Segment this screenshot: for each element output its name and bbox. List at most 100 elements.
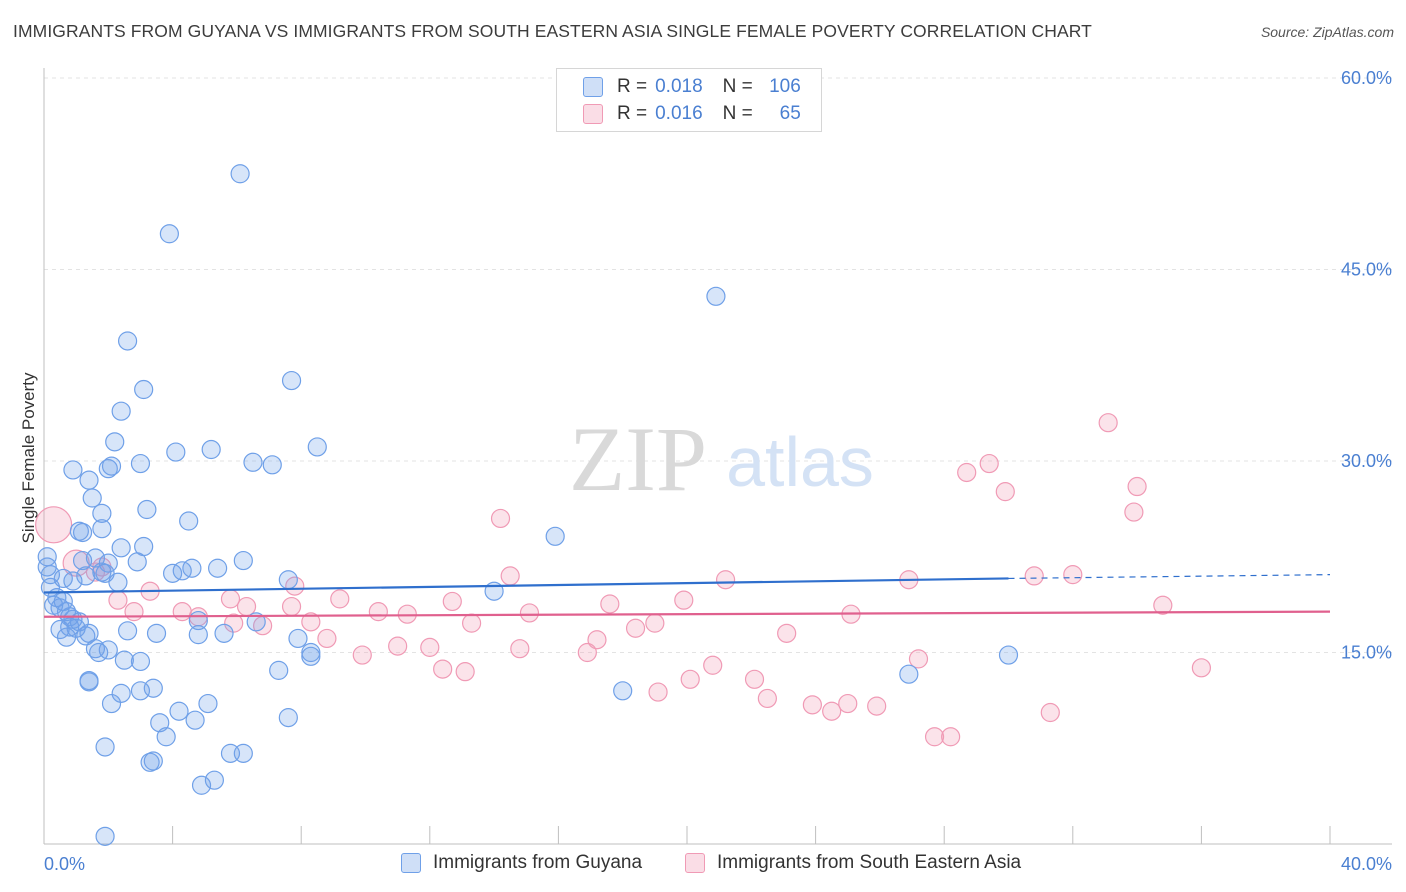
legend-n-label: N = [722,76,753,97]
data-point-guyana [50,619,70,640]
data-point-south-eastern-asia [645,613,665,633]
trend-line-guyana [43,577,1009,594]
series-legend: Immigrants from Guyana Immigrants from S… [0,852,1406,878]
data-point-guyana [233,743,253,763]
data-point-south-eastern-asia [1098,413,1118,433]
data-point-south-eastern-asia [680,669,700,689]
data-point-guyana [98,459,118,479]
data-point-guyana [156,727,176,747]
data-point-south-eastern-asia [1040,702,1060,723]
data-point-guyana [130,651,151,672]
data-point-south-eastern-asia [224,613,244,633]
legend-row-guyana: R = 0.018 N = 106 [557,74,801,100]
data-point-guyana [146,623,167,643]
data-point-south-eastern-asia [744,669,765,689]
watermark-atlas: atlas [726,423,874,501]
data-point-guyana [613,681,633,701]
data-point-guyana [63,571,83,591]
legend-item-south-eastern-asia[interactable]: Immigrants from South Eastern Asia [685,852,1021,874]
data-point-guyana [545,526,565,546]
data-point-south-eastern-asia [388,636,408,656]
data-point-guyana [95,737,115,757]
data-point-guyana [198,693,218,714]
data-point-guyana [307,437,327,457]
data-point-guyana [208,558,228,578]
data-point-south-eastern-asia [420,637,440,657]
legend-n-value: 106 [769,76,801,97]
data-point-south-eastern-asia [281,596,302,617]
data-point-guyana [79,670,99,691]
data-point-guyana [101,456,122,476]
data-point-guyana [72,550,93,571]
data-point-guyana [76,626,96,646]
legend-item-guyana[interactable]: Immigrants from Guyana [401,852,642,874]
data-point-guyana [214,623,234,643]
legend-r-value: 0.016 [655,103,703,124]
data-point-south-eastern-asia [368,602,388,622]
data-point-guyana [204,770,224,790]
watermark: ZIP atlas [569,408,874,510]
data-point-guyana [278,708,298,728]
data-point-south-eastern-asia [867,696,887,716]
legend-r-value: 0.018 [655,76,703,97]
data-point-guyana [143,751,163,771]
data-point-guyana [262,455,282,475]
data-point-guyana [101,693,122,714]
data-point-guyana [105,432,125,452]
data-point-south-eastern-asia [802,695,822,715]
y-tick-label: 15.0% [1341,643,1392,663]
data-point-guyana [111,538,131,558]
data-point-guyana [117,331,138,351]
data-point-guyana [98,640,118,660]
data-point-guyana [114,650,134,670]
data-point-guyana [82,488,102,508]
data-point-guyana [281,370,302,391]
data-point-guyana [92,562,112,582]
data-point-guyana [185,710,205,730]
grid-lines [44,77,1392,653]
chart-title: IMMIGRANTS FROM GUYANA VS IMMIGRANTS FRO… [13,21,1092,41]
legend-row-south-eastern-asia: R = 0.016 N = 65 [557,101,801,127]
trend-line-south-eastern-asia [43,610,1331,618]
data-point-guyana [117,621,138,641]
y-tick-label: 30.0% [1341,451,1392,471]
data-point-south-eastern-asia [510,639,530,659]
data-point-south-eastern-asia [995,482,1015,502]
data-point-guyana [111,683,131,703]
data-point-south-eastern-asia [715,570,736,590]
data-point-guyana [998,645,1019,665]
trend-line-guyana-extension [1008,574,1331,580]
data-point-south-eastern-asia [455,662,475,682]
data-point-south-eastern-asia [236,596,257,617]
data-point-south-eastern-asia [500,566,520,586]
x-tick-label: 0.0% [44,854,85,874]
data-point-south-eastern-asia [648,682,668,702]
data-point-south-eastern-asia [908,649,929,669]
data-point-guyana [63,460,83,480]
legend-n-value: 65 [779,103,801,124]
data-point-south-eastern-asia [674,590,694,610]
data-point-guyana [150,713,170,733]
data-point-guyana [288,628,308,649]
legend-label-guyana: Immigrants from Guyana [433,852,643,873]
data-point-guyana [230,164,250,184]
data-point-south-eastern-asia [577,642,597,663]
data-point-guyana [137,499,157,520]
data-point-guyana [130,681,151,701]
data-point-guyana [130,453,151,474]
data-point-south-eastern-asia [490,508,511,529]
data-point-guyana [169,701,189,721]
data-point-south-eastern-asia [979,453,999,474]
data-point-south-eastern-asia [1127,476,1147,497]
data-point-south-eastern-asia [124,602,144,622]
data-point-south-eastern-asia [1024,566,1044,586]
data-point-guyana [233,550,253,571]
data-point-south-eastern-asia [1063,565,1083,585]
data-point-guyana [76,566,96,586]
y-axis-label: Single Female Poverty [19,372,38,544]
data-point-guyana [56,627,77,647]
watermark-zip: ZIP [569,408,707,510]
data-point-guyana [108,572,128,592]
data-point-south-eastern-asia [519,603,540,623]
correlation-legend: R = 0.018 N = 106 R = 0.016 N = 65 [556,68,822,132]
